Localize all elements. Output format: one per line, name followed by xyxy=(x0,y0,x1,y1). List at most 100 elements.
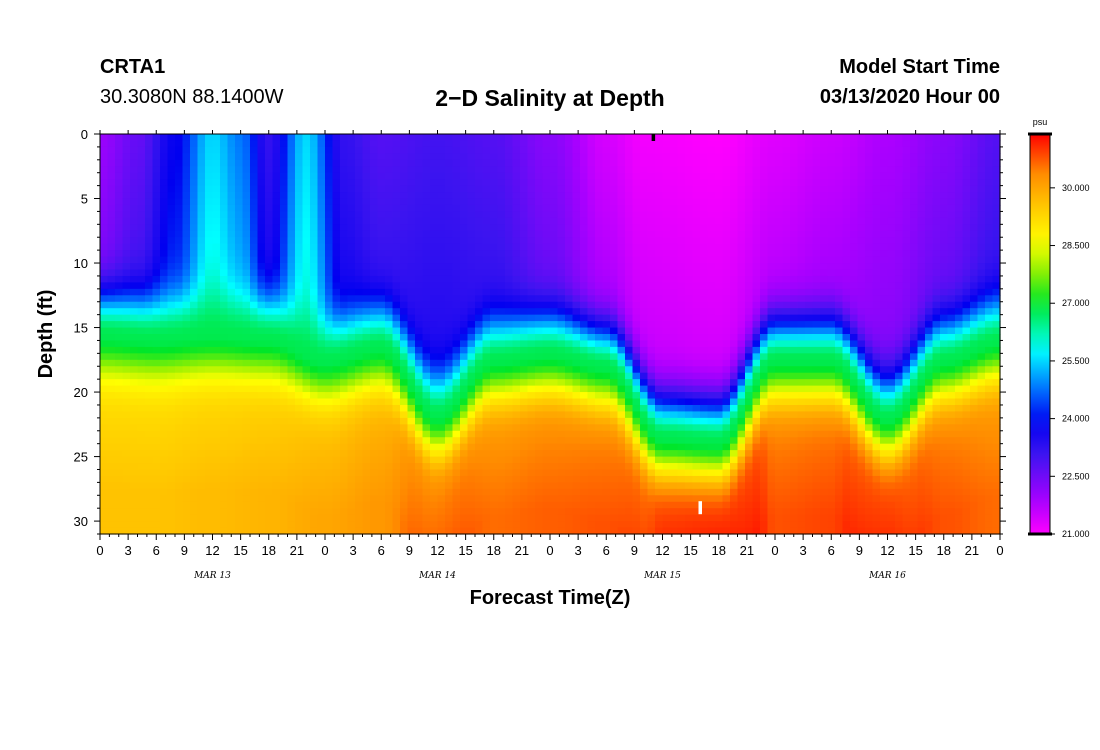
heatmap-cell xyxy=(422,340,431,348)
heatmap-cell xyxy=(550,263,559,271)
heatmap-cell xyxy=(280,269,289,277)
heatmap-cell xyxy=(385,146,394,154)
heatmap-cell xyxy=(467,463,476,471)
heatmap-cell xyxy=(122,359,131,367)
heatmap-cell xyxy=(287,263,296,271)
heatmap-cell xyxy=(272,250,281,258)
heatmap-cell xyxy=(197,185,206,193)
heatmap-cell xyxy=(310,379,319,387)
heatmap-cell xyxy=(347,263,356,271)
heatmap-cell xyxy=(212,482,221,490)
heatmap-cell xyxy=(317,417,326,425)
heatmap-cell xyxy=(700,327,709,335)
heatmap-cell xyxy=(550,230,559,238)
heatmap-cell xyxy=(235,456,244,464)
heatmap-cell xyxy=(647,166,656,174)
heatmap-cell xyxy=(160,353,169,361)
heatmap-cell xyxy=(602,256,611,264)
heatmap-cell xyxy=(362,166,371,174)
heatmap-cell xyxy=(152,224,161,232)
heatmap-cell xyxy=(677,288,686,296)
heatmap-cell xyxy=(317,527,326,535)
heatmap-cell xyxy=(625,275,634,283)
heatmap-cell xyxy=(490,204,499,213)
heatmap-cell xyxy=(632,134,641,142)
heatmap-cell xyxy=(392,243,401,251)
heatmap-cell xyxy=(542,314,551,322)
heatmap-cell xyxy=(175,469,184,477)
heatmap-cell xyxy=(287,521,296,529)
heatmap-cell xyxy=(520,243,529,251)
heatmap-cell xyxy=(700,217,709,225)
heatmap-cell xyxy=(490,411,499,419)
heatmap-cell xyxy=(392,514,401,522)
heatmap-cell xyxy=(437,198,446,206)
heatmap-cell xyxy=(550,456,559,464)
heatmap-cell xyxy=(182,179,191,187)
heatmap-cell xyxy=(242,275,251,283)
heatmap-cell xyxy=(265,217,274,225)
heatmap-cell xyxy=(287,475,296,483)
heatmap-cell xyxy=(685,392,694,400)
heatmap-cell xyxy=(115,314,124,322)
heatmap-cell xyxy=(250,288,259,296)
heatmap-cell xyxy=(190,263,199,271)
heatmap-cell xyxy=(302,456,311,464)
heatmap-cell xyxy=(272,269,281,277)
heatmap-cell xyxy=(602,275,611,283)
heatmap-cell xyxy=(490,224,499,232)
heatmap-cell xyxy=(670,430,679,438)
heatmap-cell xyxy=(265,475,274,483)
heatmap-cell xyxy=(370,417,379,425)
heatmap-cell xyxy=(610,443,619,451)
heatmap-cell xyxy=(445,521,454,529)
heatmap-cell xyxy=(242,353,251,361)
heatmap-cell xyxy=(392,308,401,316)
heatmap-cell xyxy=(182,263,191,271)
heatmap-cell xyxy=(602,514,611,522)
heatmap-cell xyxy=(655,417,664,425)
heatmap-cell xyxy=(542,417,551,425)
heatmap-cell xyxy=(392,134,401,142)
heatmap-cell xyxy=(610,385,619,393)
heatmap-cell xyxy=(287,275,296,283)
heatmap-cell xyxy=(145,385,154,393)
heatmap-cell xyxy=(175,314,184,322)
heatmap-cell xyxy=(565,159,574,167)
heatmap-cell xyxy=(317,501,326,509)
heatmap-cell xyxy=(362,198,371,206)
heatmap-cell xyxy=(647,263,656,271)
heatmap-cell xyxy=(445,334,454,342)
heatmap-cell xyxy=(422,379,431,387)
heatmap-cell xyxy=(310,424,319,432)
heatmap-cell xyxy=(602,204,611,213)
heatmap-cell xyxy=(490,159,499,167)
heatmap-cell xyxy=(130,321,139,329)
heatmap-cell xyxy=(430,146,439,154)
heatmap-cell xyxy=(355,385,364,393)
heatmap-cell xyxy=(115,185,124,193)
heatmap-cell xyxy=(145,308,154,316)
heatmap-cell xyxy=(122,314,131,322)
heatmap-cell xyxy=(370,469,379,477)
heatmap-cell xyxy=(362,153,371,161)
heatmap-cell xyxy=(602,250,611,258)
heatmap-cell xyxy=(422,185,431,193)
heatmap-cell xyxy=(475,192,484,200)
heatmap-cell xyxy=(452,153,461,161)
heatmap-cell xyxy=(137,488,146,496)
heatmap-cell xyxy=(257,508,266,516)
heatmap-cell xyxy=(145,398,154,406)
heatmap-cell xyxy=(235,437,244,445)
heatmap-cell xyxy=(385,340,394,348)
heatmap-cell xyxy=(302,224,311,232)
heatmap-cell xyxy=(512,282,521,290)
heatmap-cell xyxy=(430,521,439,529)
heatmap-cell xyxy=(542,301,551,309)
heatmap-cell xyxy=(332,456,341,464)
heatmap-cell xyxy=(512,295,521,303)
heatmap-cell xyxy=(227,392,236,400)
heatmap-cell xyxy=(490,392,499,400)
heatmap-cell xyxy=(257,495,266,503)
heatmap-cell xyxy=(422,469,431,477)
